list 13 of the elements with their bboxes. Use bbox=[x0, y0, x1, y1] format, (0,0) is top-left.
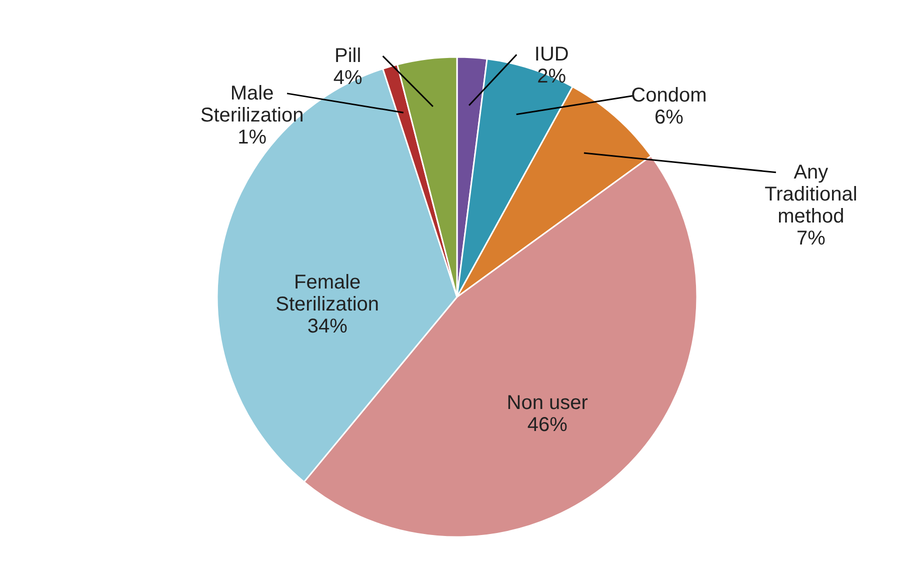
slice-label: Any Traditional method bbox=[764, 161, 858, 228]
data-label: 34% bbox=[307, 315, 348, 338]
data-label: 6% bbox=[654, 106, 684, 129]
slice-label: Pill bbox=[334, 45, 362, 68]
data-label: 1% bbox=[238, 126, 267, 148]
slice-label: IUD bbox=[534, 44, 569, 66]
slice-label: Female Sterilization bbox=[276, 271, 380, 316]
data-label: 46% bbox=[527, 414, 568, 436]
slice-label: Non user bbox=[506, 392, 588, 414]
slice-label: Male Sterilization bbox=[200, 82, 304, 126]
data-label: 4% bbox=[333, 67, 362, 90]
data-label: 7% bbox=[796, 227, 826, 250]
slice-label: Condom bbox=[631, 84, 707, 107]
